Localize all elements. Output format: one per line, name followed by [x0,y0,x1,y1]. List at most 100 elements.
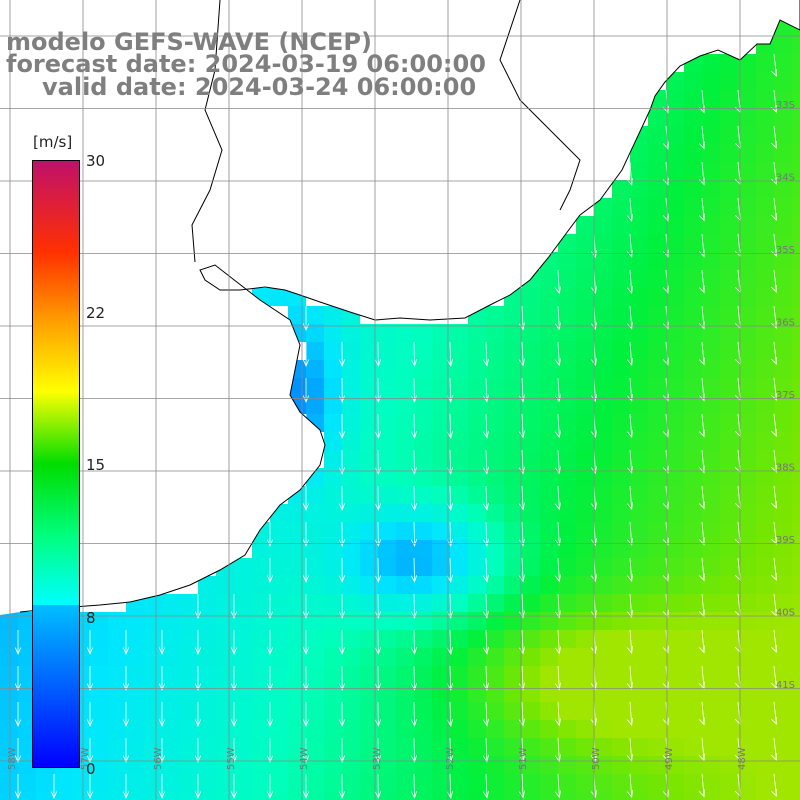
wind-vector [374,557,382,583]
wind-speed-cell [756,378,774,396]
wind-speed-cell [432,612,450,630]
wind-speed-cell [702,558,720,576]
wind-vector [771,125,777,149]
wind-speed-cell [684,126,702,144]
wind-speed-cell [612,234,630,252]
wind-speed-cell [666,558,684,576]
wind-speed-cell [324,432,342,450]
wind-speed-cell [414,702,432,720]
wind-speed-cell [792,324,800,342]
wind-vector [158,630,166,656]
wind-vector [302,701,310,728]
wind-speed-cell [756,432,774,450]
wind-speed-cell [792,198,800,216]
wind-speed-cell [576,504,594,522]
wind-speed-cell [432,702,450,720]
wind-speed-cell [486,648,504,666]
wind-speed-cell [18,792,36,800]
wind-speed-cell [432,342,450,360]
wind-vector [698,737,705,762]
wind-speed-cell [432,468,450,486]
wind-speed-cell [414,738,432,756]
wind-speed-cell [594,306,612,324]
wind-speed-cell [612,252,630,270]
wind-speed-cell [576,522,594,540]
wind-speed-cell [486,468,504,486]
wind-speed-cell [666,594,684,612]
wind-speed-cell [540,576,558,594]
wind-speed-cell [342,720,360,738]
wind-speed-cell [558,432,576,450]
wind-speed-cell [630,180,648,198]
wind-speed-cell [396,774,414,792]
wind-speed-cell [720,612,738,630]
valid-date: valid date: 2024-03-24 06:00:00 [42,73,477,101]
wind-vector [446,377,454,403]
wind-speed-cell [306,378,324,396]
wind-vector [698,125,705,150]
wind-speed-cell [720,54,738,72]
wind-speed-cell [792,414,800,432]
wind-speed-cell [738,180,756,198]
wind-speed-cell [666,288,684,306]
wind-speed-cell [468,558,486,576]
wind-vector [338,629,346,656]
wind-vector [410,665,418,691]
wind-speed-cell [576,684,594,702]
wind-vector [302,665,310,692]
wind-speed-cell [666,666,684,684]
wind-speed-cell [666,612,684,630]
wind-speed-cell [738,612,756,630]
wind-speed-cell [576,486,594,504]
wind-speed-cell [594,630,612,648]
wind-speed-cell [594,612,612,630]
wind-speed-cell [576,666,594,684]
wind-speed-cell [666,306,684,324]
wind-speed-cell [702,342,720,360]
wind-vector [338,341,346,368]
wind-speed-cell [702,108,720,126]
wind-vector [626,557,633,582]
wind-speed-cell [612,774,630,792]
wind-speed-cell [558,738,576,756]
wind-speed-cell [180,774,198,792]
wind-speed-cell [774,54,792,72]
wind-speed-cell [720,396,738,414]
wind-speed-cell [684,792,702,800]
wind-vector [482,593,490,619]
wind-speed-cell [558,756,576,774]
wind-speed-cell [558,630,576,648]
wind-speed-cell [450,666,468,684]
colorbar-tick-22: 22 [86,304,106,322]
wind-speed-cell [342,702,360,720]
wind-speed-cell [216,792,234,800]
wind-speed-cell [702,648,720,666]
wind-speed-cell [684,324,702,342]
wind-speed-cell [702,54,720,72]
wind-speed-cell [504,594,522,612]
wind-speed-cell [504,738,522,756]
wind-speed-cell [648,306,666,324]
wind-speed-cell [522,720,540,738]
wind-speed-cell [702,468,720,486]
wind-vector [338,701,346,728]
wind-speed-cell [684,702,702,720]
wind-vector [410,521,418,547]
wind-speed-cell [252,792,270,800]
wind-speed-cell [648,666,666,684]
wind-speed-cell [396,558,414,576]
wind-speed-cell [198,648,216,666]
wind-speed-cell [414,630,432,648]
wind-speed-cell [702,360,720,378]
wind-speed-cell [306,738,324,756]
wind-speed-cell [540,288,558,306]
wind-vector [410,341,418,367]
wind-speed-cell [540,342,558,360]
wind-speed-cell [270,666,288,684]
wind-speed-cell [720,468,738,486]
wind-vector [554,557,561,583]
wind-speed-cell [792,648,800,666]
wind-speed-cell [774,306,792,324]
wind-vector [266,558,274,584]
